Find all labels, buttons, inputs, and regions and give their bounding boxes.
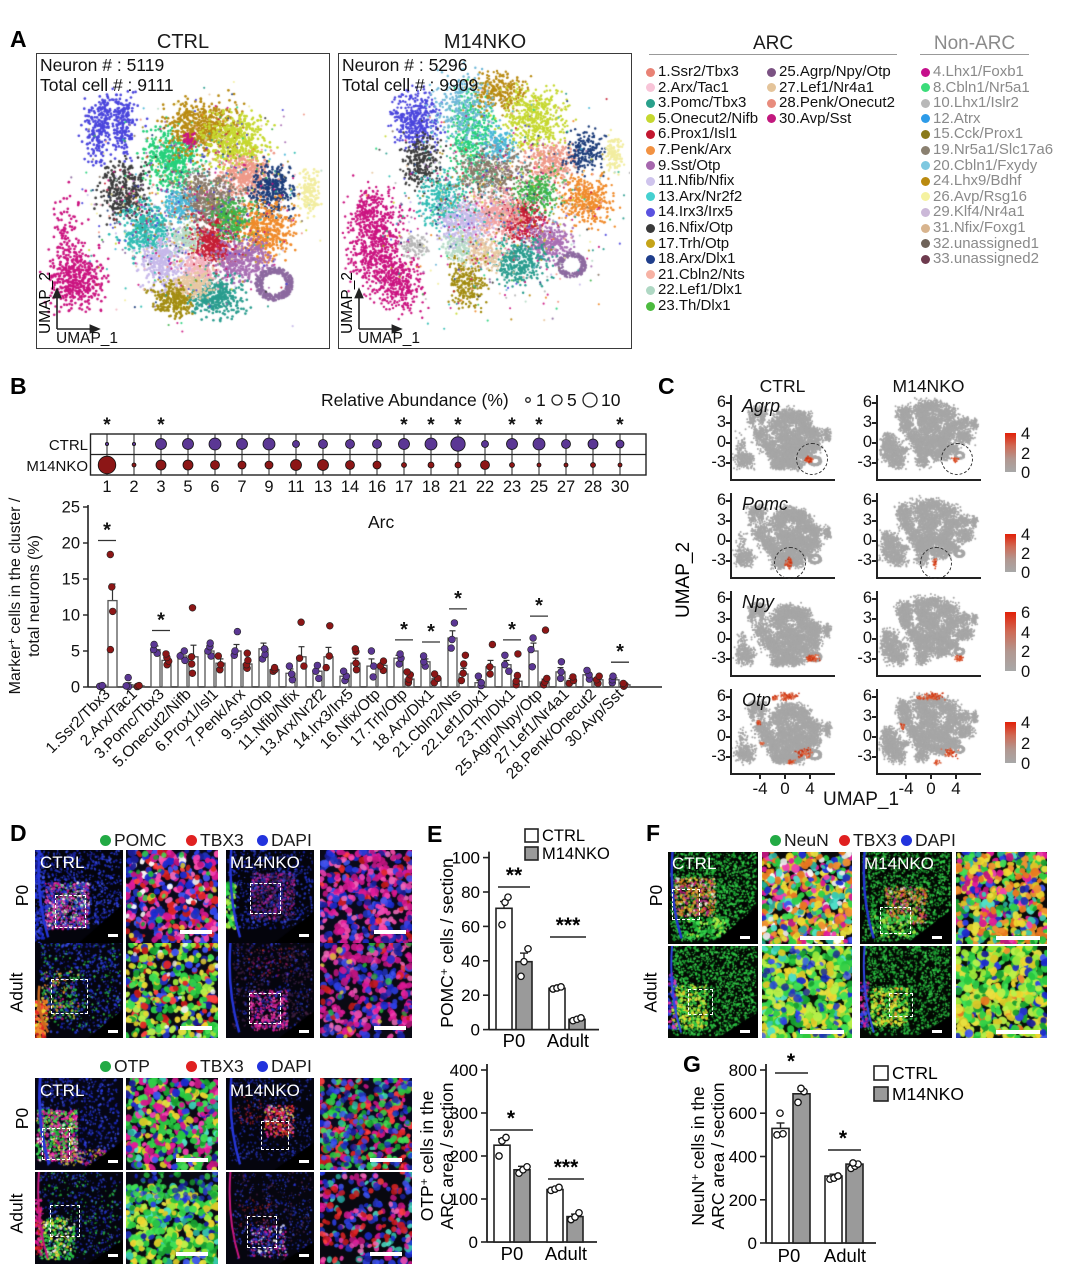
svg-text:*: * [103,415,111,436]
svg-text:30: 30 [611,478,629,496]
svg-text:21: 21 [449,478,467,496]
svg-text:27: 27 [557,478,575,496]
svg-text:23: 23 [503,478,521,496]
svg-text:*: * [787,1050,796,1073]
svg-text:ARC area / section: ARC area / section [437,1083,457,1230]
svg-text:Marker+ cells in the cluster /: Marker+ cells in the cluster / [6,497,24,694]
svg-text:5: 5 [71,643,80,661]
svg-text:***: *** [554,1156,579,1179]
svg-text:300: 300 [450,1104,478,1123]
svg-text:2: 2 [129,478,138,496]
svg-text:0: 0 [471,1021,480,1040]
svg-text:B: B [10,373,27,399]
svg-text:P0: P0 [778,1245,801,1266]
svg-text:11: 11 [287,478,304,496]
svg-text:60: 60 [461,917,480,936]
svg-text:5: 5 [567,390,577,410]
svg-text:40: 40 [461,952,480,971]
svg-text:5: 5 [183,478,192,496]
svg-text:800: 800 [729,1061,757,1080]
svg-text:14: 14 [341,478,359,496]
svg-text:20: 20 [62,535,80,553]
svg-text:16: 16 [368,478,386,496]
svg-text:*: * [508,415,516,436]
svg-text:*: * [454,588,462,610]
svg-text:200: 200 [729,1191,757,1210]
svg-text:*: * [535,595,543,617]
svg-text:13: 13 [314,478,332,496]
svg-text:600: 600 [729,1104,757,1123]
svg-text:*: * [427,621,435,643]
svg-text:**: ** [506,864,523,887]
svg-text:M14NKO: M14NKO [542,845,610,863]
svg-text:Adult: Adult [545,1243,587,1264]
svg-text:25: 25 [62,499,80,517]
svg-text:10: 10 [601,390,621,410]
svg-text:CTRL: CTRL [49,437,88,454]
svg-text:E: E [427,821,442,847]
svg-text:80: 80 [461,883,480,902]
svg-text:*: * [839,1127,848,1150]
svg-text:P0: P0 [501,1243,524,1264]
svg-text:*: * [535,415,543,436]
svg-text:total neurons (%): total neurons (%) [26,535,43,657]
svg-text:Adult: Adult [547,1030,589,1051]
svg-text:M14NKO: M14NKO [892,1084,964,1104]
svg-text:20: 20 [461,986,480,1005]
svg-text:***: *** [556,914,581,937]
svg-text:*: * [400,619,408,641]
svg-text:Adult: Adult [824,1245,866,1266]
svg-text:CTRL: CTRL [892,1063,938,1083]
svg-text:POMC+ cells / section: POMC+ cells / section [437,858,457,1027]
svg-text:10: 10 [62,607,80,625]
svg-text:ARC area / section: ARC area / section [708,1083,728,1230]
svg-text:*: * [157,415,165,436]
svg-text:0: 0 [469,1233,478,1252]
svg-text:9: 9 [264,478,273,496]
svg-text:200: 200 [450,1147,478,1166]
svg-text:6: 6 [210,478,219,496]
svg-text:0: 0 [71,679,80,697]
svg-text:28: 28 [584,478,602,496]
svg-text:*: * [157,610,165,632]
svg-text:*: * [616,415,624,436]
svg-text:15: 15 [62,571,80,589]
svg-text:P0: P0 [503,1030,526,1051]
svg-text:*: * [103,520,111,542]
svg-text:100: 100 [450,1190,478,1209]
svg-text:22: 22 [476,478,494,496]
svg-text:18: 18 [422,478,440,496]
svg-text:*: * [507,1107,516,1130]
svg-text:*: * [400,415,408,436]
svg-text:400: 400 [450,1061,478,1080]
svg-text:OTP+ cells in the: OTP+ cells in the [420,1091,437,1222]
svg-text:NeuN+ cells in the: NeuN+ cells in the [688,1086,708,1225]
svg-text:17: 17 [395,478,413,496]
svg-text:M14NKO: M14NKO [26,458,88,475]
svg-text:G: G [683,1051,701,1077]
svg-text:Relative Abundance (%): Relative Abundance (%) [321,390,509,410]
svg-text:1: 1 [102,478,111,496]
svg-text:*: * [616,641,624,663]
svg-text:*: * [454,415,462,436]
svg-text:CTRL: CTRL [542,827,585,845]
svg-text:7: 7 [237,478,246,496]
svg-text:*: * [508,619,516,641]
svg-text:400: 400 [729,1148,757,1167]
svg-text:100: 100 [452,849,480,868]
svg-text:Arc: Arc [368,512,395,532]
svg-text:1: 1 [536,390,546,410]
svg-text:*: * [427,415,435,436]
svg-text:25: 25 [530,478,548,496]
svg-text:0: 0 [748,1234,757,1253]
svg-text:3: 3 [156,478,165,496]
